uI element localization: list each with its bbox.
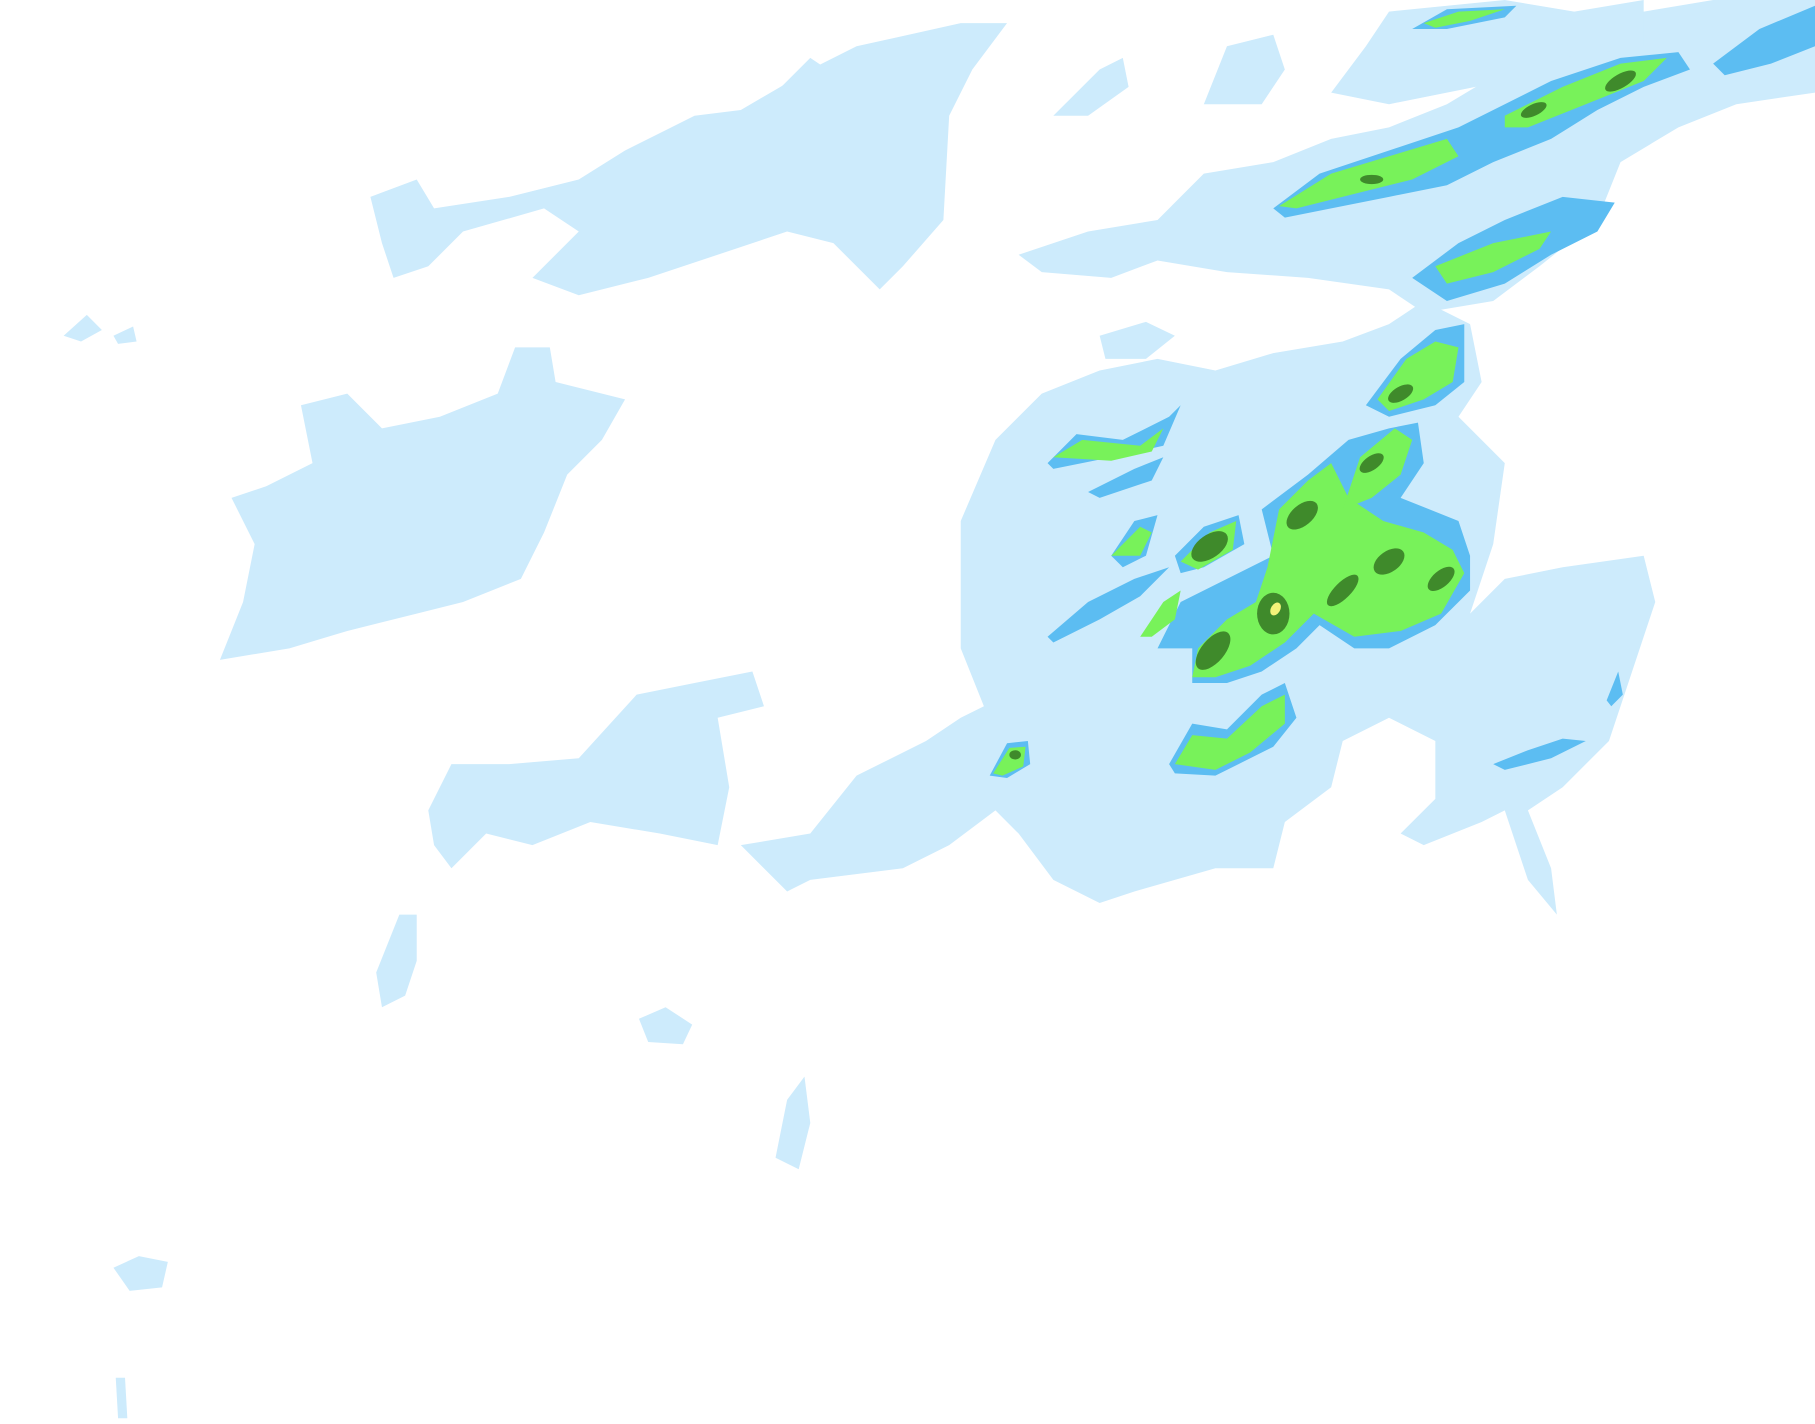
precip-moderate-cell <box>1606 671 1623 707</box>
precip-very-heavy-cell <box>1191 531 1228 562</box>
precip-moderate-cell <box>1088 457 1164 498</box>
precip-light-cell <box>638 1007 693 1045</box>
precip-light-cell <box>775 57 828 99</box>
precip-heavy-cell <box>1435 231 1552 284</box>
precip-very-heavy <box>1009 70 1636 760</box>
precip-heavy-cell <box>1174 694 1285 770</box>
precip-very-heavy-cell <box>1326 574 1359 607</box>
precip-light-cell <box>63 314 102 342</box>
precip-heavy-cell <box>1279 138 1459 209</box>
precip-light-cell <box>1203 34 1285 105</box>
precip-light-cell <box>428 671 764 869</box>
precip-moderate-cell <box>1493 738 1586 770</box>
precip-light-cell <box>113 1256 168 1291</box>
precip-moderate-cell <box>1047 567 1170 643</box>
precip-heavy-cell <box>1423 9 1505 28</box>
precip-very-heavy-cell <box>1605 70 1636 92</box>
precip-light-cell <box>113 326 137 344</box>
precip-extreme-cell <box>1270 602 1281 616</box>
precip-extreme <box>1270 602 1281 616</box>
precip-heavy-cell <box>1140 590 1181 637</box>
precip-light-cell <box>1099 321 1175 359</box>
precip-very-heavy-cell <box>1520 102 1547 118</box>
precip-light-cell <box>370 23 1008 296</box>
precip-very-heavy-cell <box>1388 384 1414 403</box>
precip-very-heavy-cell <box>1427 566 1455 591</box>
precip-light-cell <box>775 1076 811 1170</box>
precip-light-cell <box>376 914 417 1008</box>
precip-heavy-cell <box>1342 428 1413 510</box>
precip-very-heavy-cell <box>1373 548 1405 575</box>
precip-very-heavy-cell <box>1359 453 1384 473</box>
precip-heavy-cell <box>1053 428 1164 461</box>
precip-very-heavy-cell <box>1195 631 1231 670</box>
precip-very-heavy-cell <box>1009 750 1021 760</box>
precip-very-heavy-cell <box>1286 500 1318 530</box>
precip-heavy-cell <box>1111 526 1152 556</box>
precip-light-cell <box>1331 0 1644 105</box>
precip-light-cell <box>219 347 626 660</box>
precip-light-cell <box>115 1377 128 1419</box>
precip-very-heavy-cell <box>1360 174 1384 185</box>
precip-light-cell <box>1053 57 1129 116</box>
precip-moderate-cell <box>1713 5 1815 76</box>
